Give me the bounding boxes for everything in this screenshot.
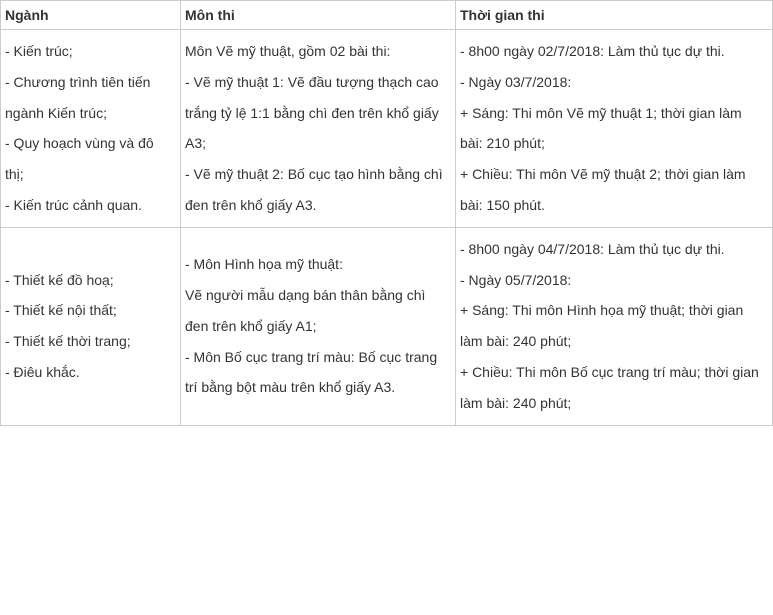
nganh-line: - Thiết kế thời trang;	[5, 326, 176, 357]
thoigian-line: + Chiều: Thi môn Vẽ mỹ thuật 2; thời gia…	[460, 159, 768, 221]
cell-thoigian: - 8h00 ngày 04/7/2018: Làm thủ tục dự th…	[456, 227, 773, 425]
table-row: - Thiết kế đồ hoạ; - Thiết kế nội thất; …	[1, 227, 773, 425]
mon-line: Môn Vẽ mỹ thuật, gồm 02 bài thi:	[185, 36, 451, 67]
mon-line: Vẽ người mẫu dạng bán thân bằng chì đen …	[185, 280, 451, 342]
nganh-line: - Chương trình tiên tiến ngành Kiến trúc…	[5, 67, 176, 129]
mon-line: - Vẽ mỹ thuật 1: Vẽ đầu tượng thạch cao …	[185, 67, 451, 159]
cell-nganh: - Kiến trúc; - Chương trình tiên tiến ng…	[1, 30, 181, 228]
thoigian-line: - 8h00 ngày 04/7/2018: Làm thủ tục dự th…	[460, 234, 768, 265]
nganh-line: - Kiến trúc cảnh quan.	[5, 190, 176, 221]
thoigian-line: + Chiều: Thi môn Bố cục trang trí màu; t…	[460, 357, 768, 419]
nganh-line: - Điêu khắc.	[5, 357, 176, 388]
header-nganh: Ngành	[1, 1, 181, 30]
cell-mon: Môn Vẽ mỹ thuật, gồm 02 bài thi: - Vẽ mỹ…	[181, 30, 456, 228]
header-thoigian: Thời gian thi	[456, 1, 773, 30]
thoigian-line: + Sáng: Thi môn Vẽ mỹ thuật 1; thời gian…	[460, 98, 768, 160]
thoigian-line: - Ngày 05/7/2018:	[460, 265, 768, 296]
thoigian-line: + Sáng: Thi môn Hình họa mỹ thuật; thời …	[460, 295, 768, 357]
mon-line: - Môn Hình họa mỹ thuật:	[185, 249, 451, 280]
nganh-line: - Thiết kế nội thất;	[5, 295, 176, 326]
cell-mon: - Môn Hình họa mỹ thuật: Vẽ người mẫu dạ…	[181, 227, 456, 425]
mon-line: - Vẽ mỹ thuật 2: Bố cục tạo hình bằng ch…	[185, 159, 451, 221]
cell-nganh: - Thiết kế đồ hoạ; - Thiết kế nội thất; …	[1, 227, 181, 425]
cell-thoigian: - 8h00 ngày 02/7/2018: Làm thủ tục dự th…	[456, 30, 773, 228]
thoigian-line: - Ngày 03/7/2018:	[460, 67, 768, 98]
header-mon: Môn thi	[181, 1, 456, 30]
nganh-line: - Thiết kế đồ hoạ;	[5, 265, 176, 296]
thoigian-line: - 8h00 ngày 02/7/2018: Làm thủ tục dự th…	[460, 36, 768, 67]
table-row: - Kiến trúc; - Chương trình tiên tiến ng…	[1, 30, 773, 228]
nganh-line: - Kiến trúc;	[5, 36, 176, 67]
exam-schedule-table: Ngành Môn thi Thời gian thi - Kiến trúc;…	[0, 0, 773, 426]
nganh-line: - Quy hoạch vùng và đô thị;	[5, 128, 176, 190]
table-header-row: Ngành Môn thi Thời gian thi	[1, 1, 773, 30]
mon-line: - Môn Bố cục trang trí màu: Bố cục trang…	[185, 342, 451, 404]
